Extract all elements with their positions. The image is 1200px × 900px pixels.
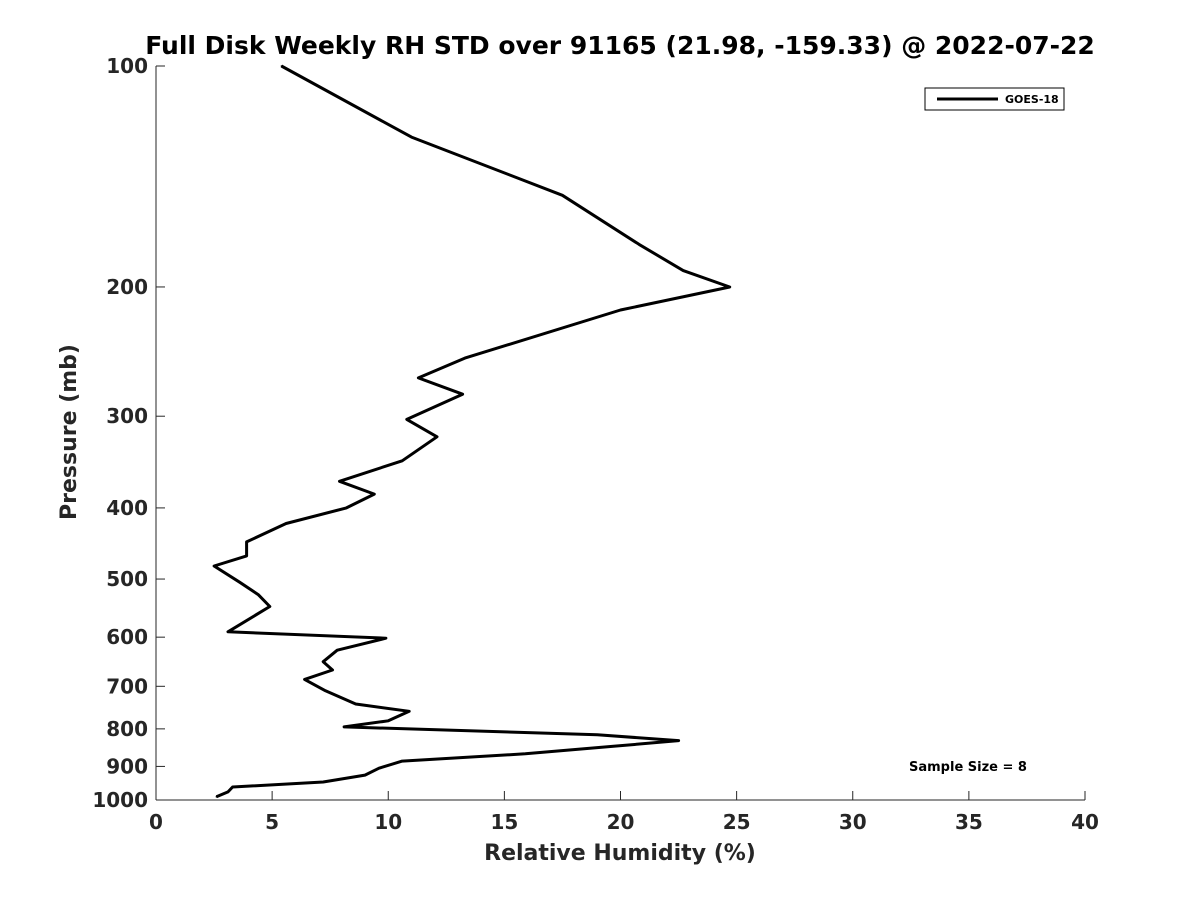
x-tick-label: 5 — [265, 810, 279, 834]
axis-ticks: 0 5 10 15 20 25 30 35 40 100 200 300 400 500 600 700 800… — [92, 54, 1099, 834]
y-tick-label: 1000 — [92, 788, 148, 812]
legend-label-goes-18: GOES-18 — [1005, 93, 1059, 106]
y-tick-label: 400 — [106, 496, 148, 520]
x-tick-label: 25 — [723, 810, 751, 834]
data-point — [524, 752, 527, 755]
x-tick-label: 20 — [607, 810, 635, 834]
data-point — [378, 767, 380, 769]
data-point — [410, 136, 413, 138]
data-point — [280, 65, 283, 67]
data-point — [561, 194, 564, 197]
x-tick-label: 0 — [149, 810, 163, 834]
data-point — [619, 309, 622, 311]
data-point — [408, 710, 410, 713]
data-point — [331, 669, 334, 671]
data-point — [238, 581, 241, 584]
data-point — [401, 760, 403, 762]
data-point — [303, 678, 306, 681]
y-tick-label: 800 — [106, 717, 148, 741]
data-point — [345, 507, 348, 509]
data-point — [612, 745, 615, 748]
y-tick-label: 900 — [106, 754, 148, 778]
data-point — [227, 631, 229, 633]
y-tick-label: 200 — [106, 275, 148, 299]
data-point — [322, 781, 325, 783]
chart-title: Full Disk Weekly RH STD over 91165 (21.9… — [145, 31, 1095, 60]
data-point — [324, 690, 327, 692]
legend: GOES-18 — [924, 87, 1065, 111]
data-point — [215, 795, 218, 798]
plot-axes — [155, 66, 1085, 801]
x-tick-label: 15 — [490, 810, 518, 834]
x-tick-label: 10 — [374, 810, 402, 834]
sample-size-annotation: Sample Size = 8 — [909, 760, 1027, 775]
data-point — [436, 435, 438, 438]
data-point — [464, 357, 466, 359]
data-point — [417, 377, 420, 379]
series-line-goes-18 — [212, 64, 732, 799]
data-point — [677, 739, 680, 742]
data-point — [373, 493, 376, 495]
data-point — [387, 719, 390, 722]
data-point — [461, 393, 464, 396]
data-point — [231, 786, 234, 788]
data-point — [245, 541, 248, 543]
y-axis-label: Pressure (mb) — [57, 344, 82, 520]
data-point — [406, 418, 408, 421]
data-point — [364, 774, 366, 776]
y-tick-label: 500 — [106, 567, 148, 591]
y-tick-label: 700 — [106, 674, 148, 698]
data-point — [354, 703, 357, 705]
x-tick-label: 40 — [1071, 810, 1099, 834]
data-point — [596, 733, 599, 736]
data-point — [638, 243, 640, 246]
y-tick-label: 100 — [106, 54, 148, 78]
series-points — [213, 65, 731, 798]
y-tick-label: 600 — [106, 625, 148, 649]
data-point — [322, 660, 325, 663]
data-point — [285, 522, 287, 525]
data-point — [401, 459, 403, 462]
data-point — [269, 605, 271, 608]
y-tick-label: 300 — [106, 404, 148, 428]
x-tick-label: 35 — [955, 810, 983, 834]
data-point — [385, 637, 387, 640]
data-point — [245, 555, 248, 557]
data-point — [338, 480, 341, 483]
data-point — [682, 269, 685, 272]
data-point — [257, 593, 259, 596]
data-point — [227, 791, 229, 793]
x-axis-label: Relative Humidity (%) — [484, 841, 756, 866]
x-tick-label: 30 — [839, 810, 867, 834]
data-point — [728, 286, 731, 288]
data-point — [336, 649, 338, 651]
data-point — [213, 565, 215, 567]
data-point — [343, 726, 345, 728]
